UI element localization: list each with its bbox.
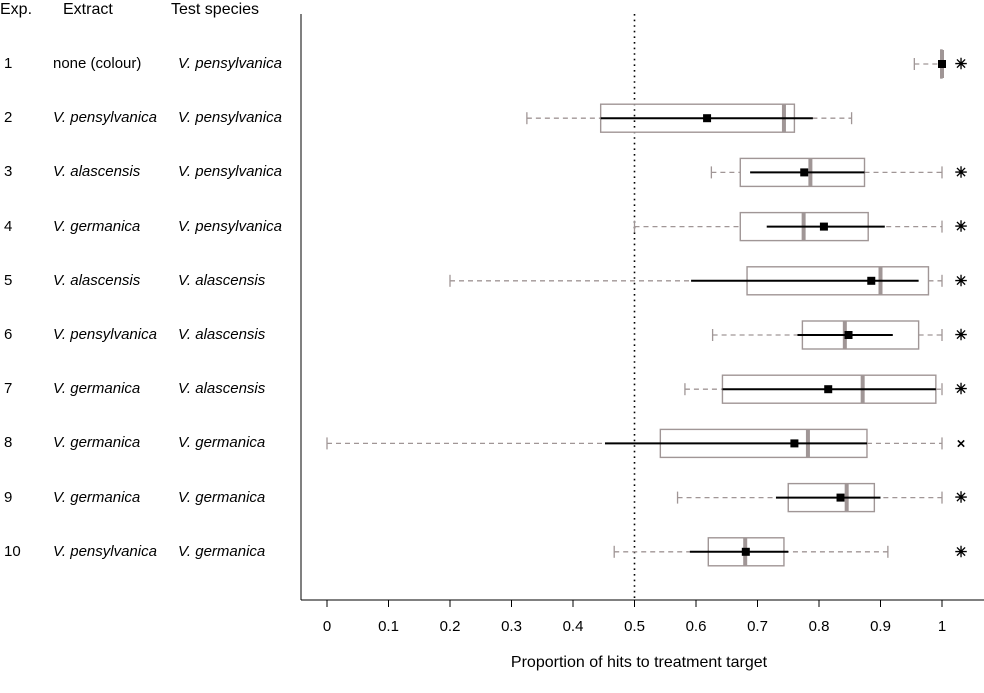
- row-exp-number: 4: [4, 217, 13, 235]
- row-test-species: V. pensylvanica: [178, 109, 282, 127]
- x-tick-label: 0.9: [870, 618, 891, 635]
- significance-marker: ×: [957, 435, 966, 452]
- row-test-species: V. pensylvanica: [178, 55, 282, 72]
- x-tick-label: 0.2: [440, 618, 461, 635]
- box-row: ✳: [913, 49, 968, 79]
- mean-point: [867, 276, 876, 285]
- header-test-species: Test species: [171, 1, 260, 18]
- x-tick-label: 0.1: [378, 618, 399, 635]
- row-test-species: V. germanica: [178, 488, 266, 506]
- row-extract: V. pensylvanica: [53, 326, 157, 343]
- x-tick-label: 0.4: [563, 618, 584, 635]
- box-row: ✳: [711, 320, 968, 350]
- box-rows: ✳ ✳ ✳ ✳ ✳ ✳ × ✳ ✳: [326, 49, 968, 567]
- row-test-species: V. pensylvanica: [178, 163, 282, 181]
- mean-point: [741, 547, 750, 556]
- box-row: ✳: [449, 266, 968, 296]
- row-extract: V. pensylvanica: [53, 109, 157, 127]
- box-row: ✳: [676, 482, 968, 513]
- row-extract: V. alascensis: [53, 163, 141, 181]
- mean-point: [790, 439, 799, 448]
- row-extract: V. alascensis: [53, 271, 141, 289]
- significance-marker: ✳: [955, 544, 968, 561]
- row-test-species: V. pensylvanica: [178, 217, 282, 235]
- mean-point: [800, 168, 809, 177]
- box-row: ×: [326, 428, 966, 459]
- box-row: ✳: [613, 537, 968, 567]
- mean-point: [836, 493, 845, 502]
- x-tick-label: 0.8: [809, 618, 830, 635]
- row-exp-number: 3: [4, 163, 13, 181]
- row-exp-number: 2: [4, 109, 13, 127]
- row-extract: V. germanica: [53, 380, 141, 398]
- x-tick-label: 0: [323, 618, 331, 635]
- mean-point: [844, 331, 853, 339]
- box-row: ✳: [710, 157, 968, 188]
- row-extract: V. pensylvanica: [53, 542, 157, 560]
- row-test-species: V. germanica: [178, 542, 266, 560]
- row-extract: V. germanica: [53, 488, 141, 506]
- row-test-species: V. alascensis: [178, 271, 266, 289]
- row-extract: V. germanica: [53, 434, 141, 452]
- significance-marker: ✳: [955, 490, 968, 507]
- header-exp: Exp.: [0, 1, 33, 18]
- box-row: ✳: [633, 211, 968, 242]
- mean-point: [703, 114, 712, 123]
- row-test-species: V. alascensis: [178, 326, 266, 343]
- x-ticks: 0 0.1 0.2 0.3 0.4 0.5 0.6 0.7 0.8 0.9 1: [323, 600, 946, 635]
- row-exp-number: 9: [4, 488, 13, 506]
- significance-marker: ✳: [955, 327, 968, 344]
- row-test-species: V. alascensis: [178, 380, 266, 398]
- mean-point: [819, 222, 828, 231]
- row-exp-number: 7: [4, 380, 13, 398]
- row-exp-number: 6: [4, 326, 13, 343]
- row-extract: none (colour): [53, 55, 142, 72]
- box-row: ✳: [684, 374, 968, 404]
- header-extract: Extract: [63, 1, 113, 18]
- x-tick-label: 0.3: [501, 618, 522, 635]
- significance-marker: ✳: [955, 56, 968, 73]
- box-row: [526, 103, 853, 133]
- x-tick-label: 0.5: [624, 618, 645, 635]
- x-tick-label: 0.7: [747, 618, 768, 635]
- x-tick-label: 1: [938, 618, 946, 635]
- row-exp-number: 5: [4, 271, 13, 289]
- mean-point: [938, 60, 946, 68]
- significance-marker: ✳: [955, 381, 968, 398]
- row-exp-number: 8: [4, 434, 13, 452]
- significance-marker: ✳: [955, 273, 968, 290]
- x-tick-label: 0.6: [686, 618, 707, 635]
- row-test-species: V. germanica: [178, 434, 266, 452]
- significance-marker: ✳: [955, 164, 968, 181]
- row-exp-number: 1: [4, 55, 13, 72]
- x-axis-label: Proportion of hits to treatment target: [511, 654, 768, 671]
- row-exp-number: 10: [4, 542, 21, 560]
- mean-point: [824, 385, 833, 394]
- significance-marker: ✳: [955, 219, 968, 236]
- row-extract: V. germanica: [53, 217, 141, 235]
